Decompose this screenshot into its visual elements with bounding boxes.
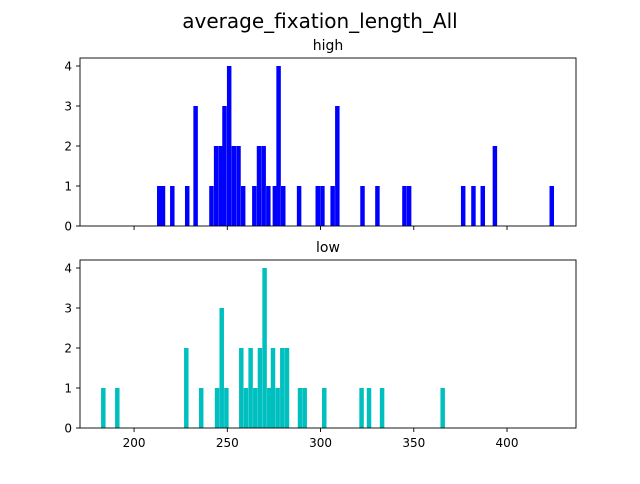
bar-low-21 — [359, 388, 364, 428]
ytick-label-high-0: 0 — [64, 220, 72, 234]
bar-low-19 — [302, 388, 307, 428]
bar-low-5 — [219, 308, 224, 428]
bar-high-13 — [252, 186, 257, 226]
bar-low-8 — [243, 388, 249, 428]
ytick-label-low-4: 4 — [64, 262, 72, 276]
bar-high-30 — [471, 186, 476, 226]
bar-high-23 — [330, 186, 335, 226]
bar-high-8 — [222, 106, 227, 226]
bar-high-25 — [360, 186, 365, 226]
ytick-label-high-2: 2 — [64, 140, 72, 154]
bar-high-27 — [402, 186, 407, 226]
bar-high-33 — [549, 186, 554, 226]
bar-high-17 — [272, 186, 278, 226]
bar-high-31 — [480, 186, 486, 226]
bar-high-29 — [460, 186, 466, 226]
xtick-label-low-300: 300 — [309, 436, 332, 450]
bar-low-13 — [267, 388, 272, 428]
bar-high-10 — [231, 146, 237, 226]
bar-low-18 — [297, 388, 303, 428]
bar-low-3 — [198, 388, 204, 428]
bar-low-17 — [284, 348, 290, 428]
bar-low-22 — [366, 388, 372, 428]
bar-low-2 — [184, 348, 189, 428]
bar-high-12 — [240, 186, 246, 226]
bar-low-12 — [262, 268, 267, 428]
bar-high-32 — [492, 146, 498, 226]
bar-low-4 — [214, 388, 220, 428]
bar-low-1 — [115, 388, 120, 428]
bar-high-6 — [213, 146, 219, 226]
bar-high-24 — [335, 106, 340, 226]
bar-high-19 — [281, 186, 286, 226]
bar-high-5 — [209, 186, 214, 226]
bar-high-28 — [406, 186, 412, 226]
xtick-label-low-250: 250 — [216, 436, 239, 450]
bar-low-0 — [101, 388, 106, 428]
bar-low-10 — [253, 388, 258, 428]
bar-high-1 — [160, 186, 166, 226]
bar-low-16 — [280, 348, 285, 428]
bar-low-6 — [224, 388, 229, 428]
bar-high-26 — [375, 186, 380, 226]
bar-high-3 — [184, 186, 190, 226]
ytick-label-low-3: 3 — [64, 302, 72, 316]
subplot-title-high: high — [313, 38, 344, 54]
bar-high-22 — [320, 186, 325, 226]
bar-high-4 — [193, 106, 198, 226]
bar-low-24 — [440, 388, 445, 428]
bar-low-15 — [275, 388, 280, 428]
bar-high-21 — [315, 186, 320, 226]
axes-frame-low — [79, 259, 577, 429]
bar-high-15 — [261, 146, 266, 226]
ytick-label-low-2: 2 — [64, 342, 72, 356]
bar-high-7 — [218, 146, 224, 226]
ytick-label-low-1: 1 — [64, 382, 72, 396]
bar-high-0 — [157, 186, 162, 226]
bar-high-9 — [226, 66, 232, 226]
ytick-label-high-1: 1 — [64, 180, 72, 194]
xtick-label-low-200: 200 — [123, 436, 146, 450]
bar-low-7 — [239, 348, 244, 428]
bar-low-11 — [257, 348, 263, 428]
bar-low-20 — [322, 388, 327, 428]
bar-high-14 — [256, 146, 262, 226]
bar-high-16 — [266, 186, 271, 226]
ytick-label-high-4: 4 — [64, 60, 72, 74]
axes-frame-high — [79, 57, 577, 227]
subplot-high: high 0 1 2 3 4 — [64, 38, 577, 234]
figure-title: average_fixation_length_All — [182, 9, 457, 33]
bar-low-9 — [248, 348, 253, 428]
bar-low-23 — [379, 388, 385, 428]
bar-high-2 — [170, 186, 175, 226]
bar-high-11 — [236, 146, 241, 226]
bar-low-14 — [270, 348, 276, 428]
xtick-label-low-350: 350 — [402, 436, 425, 450]
subplot-title-low: low — [316, 240, 340, 256]
subplot-low: low 0 1 2 3 4 200 250 300 350 400 — [64, 240, 577, 450]
bar-high-20 — [296, 186, 302, 226]
bar-high-18 — [276, 66, 281, 226]
ytick-label-low-0: 0 — [64, 422, 72, 436]
ytick-label-high-3: 3 — [64, 100, 72, 114]
xtick-label-low-400: 400 — [496, 436, 519, 450]
